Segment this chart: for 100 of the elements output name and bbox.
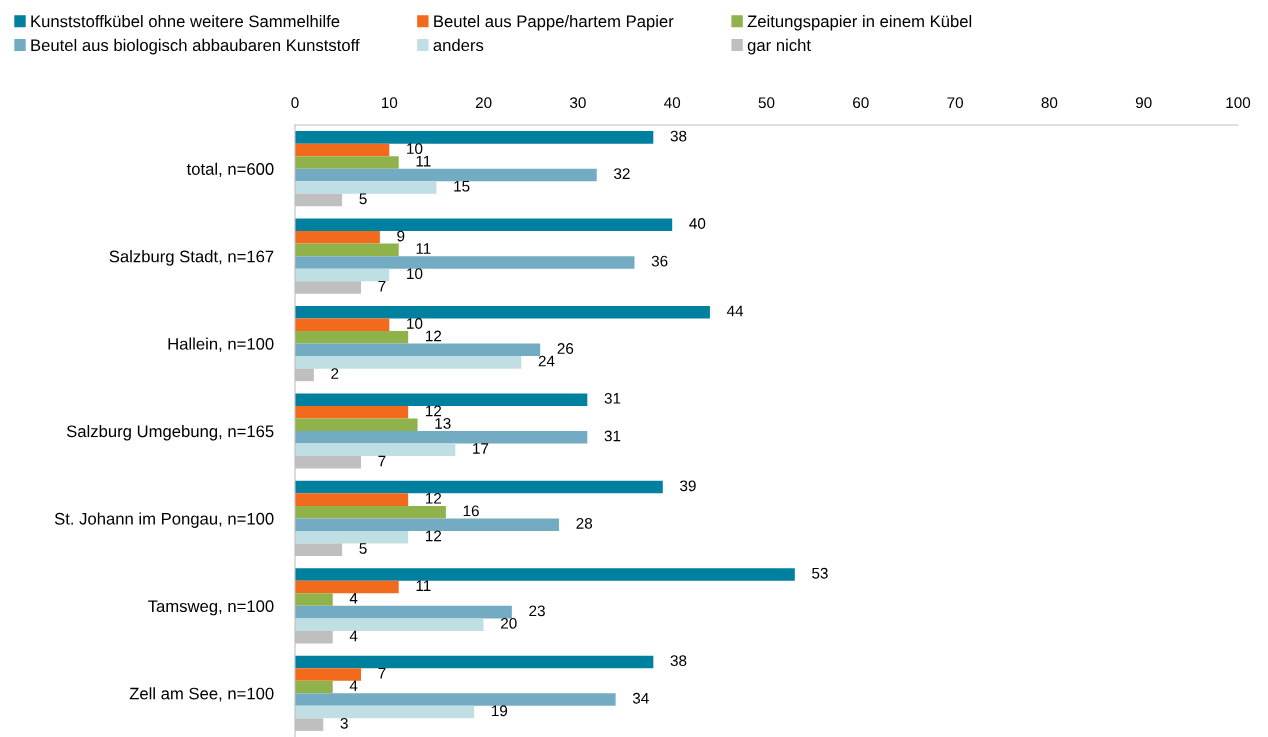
bar (295, 705, 475, 719)
bar (295, 181, 437, 194)
bar (295, 693, 616, 706)
data-label: 5 (359, 193, 367, 205)
bar (295, 268, 390, 282)
bar (295, 593, 333, 606)
x-tick-label: 90 (1135, 97, 1152, 109)
bar (295, 156, 399, 169)
x-tick-label: 20 (475, 97, 492, 109)
data-label: 15 (454, 180, 470, 192)
data-label: 3 (340, 717, 348, 729)
legend-label: Beutel aus biologisch abbaubaren Kunststoff (31, 38, 360, 55)
data-label: 10 (407, 318, 423, 329)
data-label: 28 (576, 517, 593, 529)
data-label: 19 (492, 705, 508, 717)
legend-label: Beutel aus Pappe/hartem Papier (434, 15, 674, 31)
bar (295, 131, 654, 144)
bar (295, 356, 522, 369)
data-label: 32 (614, 168, 630, 180)
data-label: 4 (349, 630, 358, 642)
bar (295, 231, 380, 244)
bar (295, 493, 409, 506)
data-label: 24 (538, 355, 555, 367)
data-label: 39 (680, 480, 696, 492)
data-label: 36 (651, 255, 668, 267)
x-tick-label: 100 (1226, 97, 1251, 109)
legend-label: gar nicht (747, 38, 811, 55)
bar (295, 418, 418, 431)
x-tick-label: 50 (758, 97, 775, 109)
data-label: 26 (557, 343, 574, 354)
bar (295, 305, 710, 319)
data-label: 4 (349, 593, 358, 604)
data-label: 40 (689, 218, 706, 229)
data-label: 17 (473, 443, 489, 454)
data-label: 7 (378, 455, 386, 467)
y-tick-label: Zell am See, n=100 (129, 687, 274, 702)
bar (295, 518, 560, 531)
data-label: 9 (397, 230, 405, 242)
bar (295, 480, 663, 494)
data-label: 11 (416, 580, 431, 592)
data-label: 38 (670, 655, 687, 667)
data-label: 12 (425, 530, 442, 542)
data-label: 4 (349, 680, 358, 691)
y-tick-label: total, n=600 (186, 162, 274, 177)
bar (295, 218, 673, 232)
x-tick-label: 60 (853, 97, 869, 109)
bar (295, 530, 409, 544)
bar (295, 668, 362, 681)
x-tick-label: 10 (381, 97, 398, 109)
data-label: 11 (416, 243, 431, 254)
x-tick-label: 80 (1041, 97, 1058, 109)
bar (295, 318, 390, 332)
y-tick-label: Tamsweg, n=100 (148, 600, 274, 616)
data-label: 11 (416, 155, 431, 167)
y-tick-label: Salzburg Umgebung, n=165 (66, 424, 274, 441)
legend-label: Kunststoffkübel ohne weitere Sammelhilfe (31, 15, 340, 28)
bar (295, 618, 484, 631)
data-label: 10 (407, 143, 423, 155)
bar (295, 568, 795, 581)
data-label: 31 (604, 392, 621, 404)
legend-label: anders (433, 38, 484, 52)
bar (295, 405, 409, 419)
bar (295, 443, 456, 457)
x-tick-label: 70 (947, 97, 963, 109)
data-label: 13 (435, 418, 451, 429)
data-label: 44 (726, 305, 744, 317)
data-label: 38 (670, 130, 687, 142)
data-label: 16 (463, 505, 479, 517)
x-tick-label: 0 (291, 97, 299, 109)
bar (295, 605, 512, 619)
data-label: 12 (425, 492, 442, 504)
bar (295, 680, 333, 694)
bar (295, 505, 446, 519)
legend-label: Zeitungspapier in einem Kübel (747, 15, 972, 31)
bar (295, 243, 399, 257)
bar (295, 655, 654, 669)
data-label: 20 (501, 617, 517, 629)
data-label: 2 (331, 368, 339, 379)
bar (295, 168, 597, 182)
data-label: 12 (425, 330, 442, 342)
data-label: 12 (425, 405, 442, 417)
data-label: 10 (407, 268, 423, 280)
bar (295, 580, 399, 594)
data-label: 31 (604, 430, 621, 442)
x-tick-label: 40 (664, 97, 681, 109)
y-tick-label: Hallein, n=100 (168, 337, 274, 352)
data-label: 34 (632, 692, 649, 704)
bar (295, 393, 588, 406)
data-label: 7 (378, 280, 386, 292)
bar (295, 256, 635, 269)
bar (295, 331, 409, 344)
data-label: 53 (812, 567, 828, 579)
data-label: 5 (359, 543, 367, 554)
bar (295, 143, 390, 157)
bar (295, 431, 588, 444)
x-tick-label: 30 (569, 97, 586, 109)
data-label: 7 (378, 667, 386, 679)
bar (295, 343, 541, 357)
y-tick-label: St. Johann im Pongau, n=100 (54, 512, 274, 528)
y-tick-label: Salzburg Stadt, n=167 (109, 250, 274, 266)
